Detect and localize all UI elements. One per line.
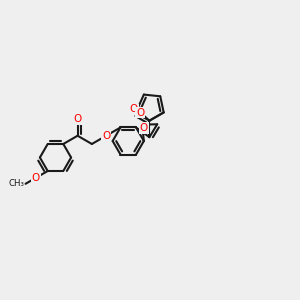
Text: O: O — [136, 108, 144, 118]
Text: O: O — [102, 131, 110, 141]
Text: O: O — [74, 114, 82, 124]
Text: O: O — [32, 173, 40, 183]
Text: O: O — [130, 104, 138, 114]
Text: O: O — [140, 123, 148, 133]
Text: CH₃: CH₃ — [8, 179, 24, 188]
